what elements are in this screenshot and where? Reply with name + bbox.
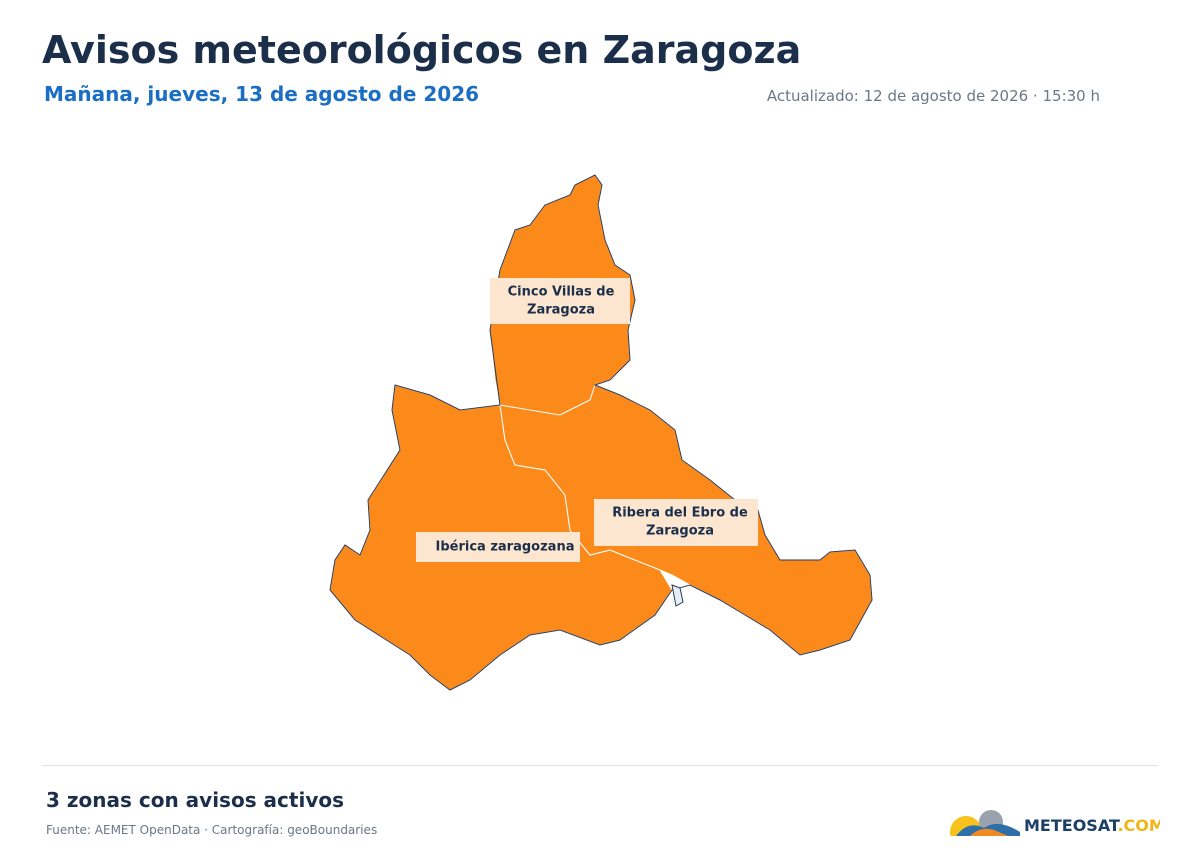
logo-main: METEOSAT xyxy=(1024,816,1120,835)
label-box xyxy=(490,278,630,324)
province-outline xyxy=(329,174,873,691)
logo-text: METEOSAT.COM xyxy=(1024,816,1160,835)
logo-suffix: .COM xyxy=(1117,816,1160,835)
label-box xyxy=(594,499,758,546)
title: Avisos meteorológicos en Zaragoza xyxy=(42,28,802,72)
source: Fuente: AEMET OpenData · Cartografía: ge… xyxy=(46,823,378,837)
zone-label: Zaragoza xyxy=(646,524,714,539)
summary: 3 zonas con avisos activos xyxy=(46,788,345,812)
label-box xyxy=(416,532,580,562)
enclave xyxy=(671,584,684,607)
subtitle: Mañana, jueves, 13 de agosto de 2026 xyxy=(44,82,480,106)
logo: METEOSAT.COM xyxy=(950,810,1160,836)
zone-label: Zaragoza xyxy=(527,303,595,318)
zone-label: Ibérica zaragozana xyxy=(436,540,575,555)
zone-labels: Cinco Villas de Zaragoza Ibérica zaragoz… xyxy=(416,278,758,562)
zone-label: Cinco Villas de xyxy=(508,285,615,300)
zone-label: Ribera del Ebro de xyxy=(612,506,748,521)
divider xyxy=(42,765,1158,766)
updated-time: Actualizado: 12 de agosto de 2026 · 15:3… xyxy=(766,87,1100,105)
zones xyxy=(329,174,873,691)
